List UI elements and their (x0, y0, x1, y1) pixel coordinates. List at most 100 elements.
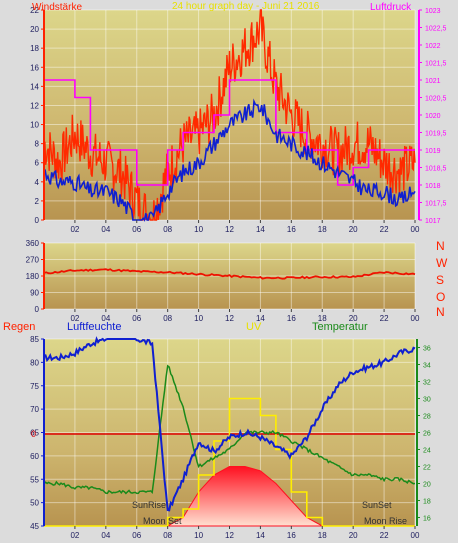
x-tick-label: 12 (225, 225, 234, 234)
y-tick-label: 1022,5 (425, 26, 447, 33)
rain-label: Regen (3, 321, 35, 333)
wind-average-line (43, 98, 416, 222)
x-tick-label: 22 (380, 531, 389, 540)
x-tick-label: 04 (101, 225, 110, 234)
x-tick-label: 04 (101, 531, 110, 540)
uv-label: UV (246, 321, 262, 333)
y-tick-label: 36 (423, 346, 431, 353)
x-tick-label: 06 (132, 531, 141, 540)
wind-strength-label: Windstärke (32, 2, 82, 13)
y-tick-label: 70 (30, 405, 39, 414)
y-tick-label: 1023 (425, 8, 441, 15)
sunset-annotation: SunSet (362, 500, 392, 510)
y-tick-label: 12 (30, 101, 39, 110)
compass-s: S (436, 273, 444, 287)
x-tick-label: 14 (256, 225, 265, 234)
humidity-label: Luftfeuchte (67, 321, 121, 333)
y-tick-label: 1019,5 (425, 131, 447, 138)
y-tick-label: 20 (423, 482, 431, 489)
x-tick-label: 02 (70, 225, 79, 234)
y-tick-label: 8 (35, 140, 40, 149)
y-tick-label: 10 (30, 121, 39, 130)
x-tick-label: 08 (163, 531, 172, 540)
y-tick-label: 1021,5 (425, 61, 447, 68)
pressure-line (44, 79, 415, 186)
temperature-label: Temperatur (312, 321, 368, 333)
temperature-line (43, 364, 416, 495)
y-tick-label: 1022 (425, 43, 441, 50)
y-tick-label: 360 (26, 239, 40, 248)
y-tick-label: 75 (30, 382, 39, 391)
y-tick-label: 60 (30, 452, 39, 461)
y-tick-label: 1018 (425, 183, 441, 190)
y-tick-label: 24 (423, 448, 431, 455)
y-tick-label: 1020 (425, 113, 441, 120)
x-tick-label: 10 (194, 225, 203, 234)
x-tick-label: 06 (132, 314, 141, 323)
y-tick-label: 20 (30, 25, 39, 34)
x-tick-label: 18 (318, 531, 327, 540)
sunrise-annotation: SunRise (132, 500, 166, 510)
x-tick-label: 16 (287, 314, 296, 323)
y-tick-label: 55 (30, 475, 39, 484)
x-tick-label: 08 (163, 314, 172, 323)
compass-n-bottom: N (436, 305, 445, 319)
x-tick-label: 14 (256, 314, 265, 323)
x-tick-label: 20 (349, 314, 358, 323)
y-tick-label: 85 (30, 335, 39, 344)
chart-title: 24 hour graph day - Juni 21 2016 (172, 1, 320, 12)
humidity-line (43, 336, 416, 512)
x-tick-label: 22 (380, 225, 389, 234)
y-tick-label: 1021 (425, 78, 441, 85)
y-tick-label: 18 (30, 44, 39, 53)
x-tick-label: 18 (318, 314, 327, 323)
y-tick-label: 0 (35, 305, 40, 314)
x-tick-label: 02 (70, 531, 79, 540)
x-tick-label: 14 (256, 531, 265, 540)
x-tick-label: 08 (163, 225, 172, 234)
y-tick-label: 16 (30, 63, 39, 72)
y-tick-label: 28 (423, 414, 431, 421)
y-tick-label: 1019 (425, 148, 441, 155)
x-tick-label: 16 (287, 531, 296, 540)
x-tick-label: 00 (411, 531, 420, 540)
x-tick-label: 00 (411, 314, 420, 323)
x-tick-label: 12 (225, 314, 234, 323)
moonset-annotation: Moon Set (143, 516, 182, 526)
air-pressure-label: Luftdruck (370, 2, 412, 13)
compass-o: O (436, 290, 445, 304)
y-tick-label: 4 (35, 178, 40, 187)
x-tick-label: 18 (318, 225, 327, 234)
y-tick-label: 1020,5 (425, 96, 447, 103)
moonrise-annotation: Moon Rise (364, 516, 407, 526)
x-tick-label: 10 (194, 314, 203, 323)
x-tick-label: 20 (349, 531, 358, 540)
y-tick-label: 14 (30, 82, 39, 91)
uv-line (44, 397, 415, 527)
x-tick-label: 16 (287, 225, 296, 234)
x-tick-label: 12 (225, 531, 234, 540)
y-tick-label: 65 (30, 429, 39, 438)
y-tick-label: 1017 (425, 218, 441, 225)
y-tick-label: 26 (423, 431, 431, 438)
x-tick-label: 06 (132, 225, 141, 234)
y-tick-label: 2 (35, 197, 40, 206)
y-tick-label: 22 (30, 6, 39, 15)
y-tick-label: 18 (423, 499, 431, 506)
y-tick-label: 50 (30, 499, 39, 508)
series-lines (43, 9, 416, 527)
x-tick-label: 00 (411, 225, 420, 234)
y-tick-label: 6 (35, 159, 40, 168)
y-tick-label: 80 (30, 358, 39, 367)
x-tick-label: 04 (101, 314, 110, 323)
y-tick-label: 0 (35, 216, 40, 225)
x-tick-label: 02 (70, 314, 79, 323)
y-tick-label: 270 (26, 256, 40, 265)
x-tick-label: 10 (194, 531, 203, 540)
x-tick-label: 22 (380, 314, 389, 323)
y-tick-label: 34 (423, 363, 431, 370)
y-tick-label: 45 (30, 522, 39, 531)
